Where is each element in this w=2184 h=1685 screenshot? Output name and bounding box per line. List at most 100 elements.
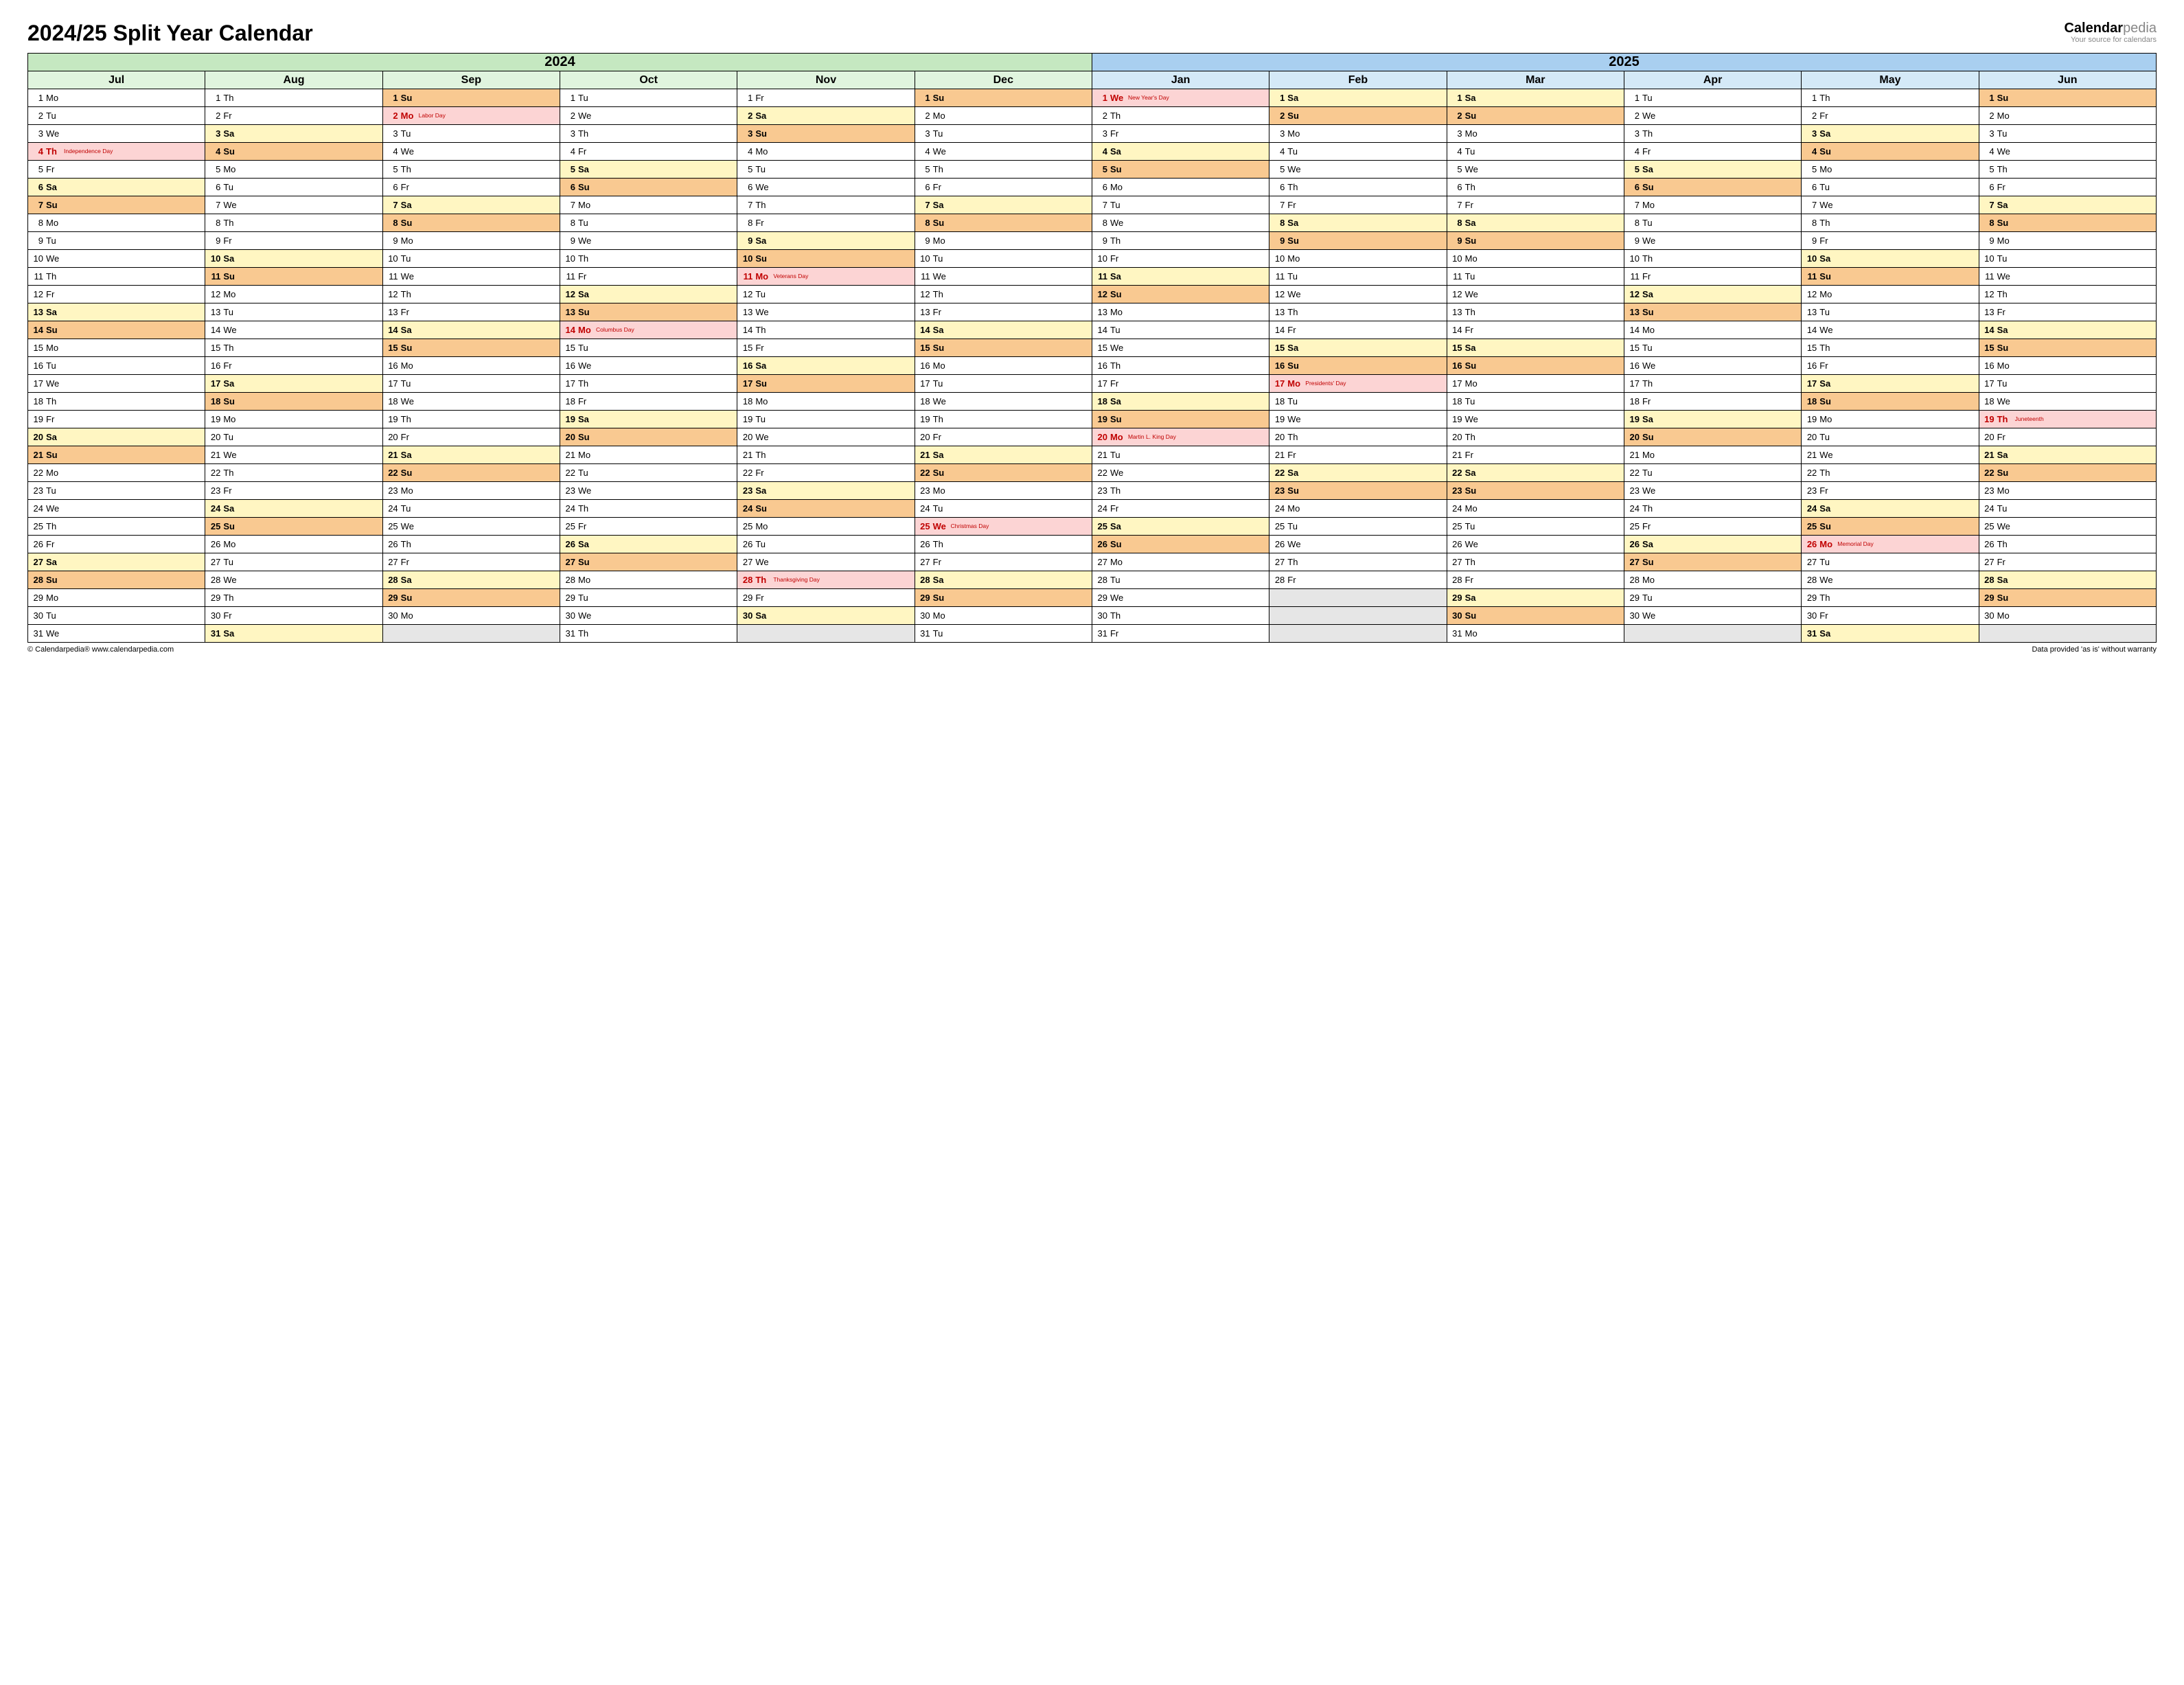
- day-number: 21: [1272, 450, 1287, 460]
- day-number: 7: [1095, 200, 1110, 210]
- day-of-week: We: [401, 396, 417, 406]
- day-number: 17: [1450, 378, 1465, 389]
- day-number: 9: [386, 236, 401, 246]
- day-number: 14: [1982, 325, 1997, 335]
- day-of-week: Tu: [401, 378, 417, 389]
- day-of-week: Mo: [933, 236, 950, 246]
- day-cell: 20Tu: [1802, 428, 1979, 446]
- day-cell: 19We: [1447, 411, 1624, 428]
- day-cell: 24Mo: [1269, 500, 1447, 518]
- day-number: 24: [386, 503, 401, 514]
- day-number: 8: [563, 218, 578, 228]
- day-cell: 22Su: [1979, 464, 2156, 482]
- day-cell: 10Mo: [1447, 250, 1624, 268]
- day-number: 21: [1450, 450, 1465, 460]
- day-number: 7: [1272, 200, 1287, 210]
- day-cell: 24Tu: [915, 500, 1092, 518]
- day-of-week: We: [1819, 325, 1836, 335]
- day-number: 15: [1450, 343, 1465, 353]
- day-number: 12: [208, 289, 223, 299]
- day-of-week: Th: [1819, 218, 1836, 228]
- day-of-week: Fr: [755, 593, 772, 603]
- day-of-week: Tu: [1110, 450, 1127, 460]
- day-number: 22: [1450, 468, 1465, 478]
- day-cell: 4Tu: [1447, 143, 1624, 161]
- day-of-week: We: [1110, 343, 1127, 353]
- day-number: 26: [1272, 539, 1287, 549]
- day-number: 5: [1982, 164, 1997, 174]
- day-of-week: Mo: [401, 485, 417, 496]
- day-cell: 24Th: [1624, 500, 1801, 518]
- day-of-week: Sa: [401, 575, 417, 585]
- day-number: 8: [1627, 218, 1642, 228]
- empty-cell: [1269, 625, 1447, 643]
- day-number: 10: [208, 253, 223, 264]
- day-cell: 18Tu: [1269, 393, 1447, 411]
- day-number: 1: [1095, 93, 1110, 103]
- day-of-week: Su: [755, 128, 772, 139]
- day-cell: 11Th: [28, 268, 205, 286]
- day-of-week: We: [1465, 539, 1482, 549]
- calendar-row: 14Su14We14Sa14MoColumbus Day14Th14Sa14Tu…: [28, 321, 2157, 339]
- day-of-week: Th: [46, 271, 62, 282]
- day-of-week: Su: [46, 200, 62, 210]
- day-of-week: Th: [1110, 236, 1127, 246]
- day-of-week: We: [1110, 218, 1127, 228]
- day-cell: 5Th: [382, 161, 560, 179]
- day-cell: 19Su: [1092, 411, 1269, 428]
- day-number: 16: [208, 360, 223, 371]
- day-number: 8: [918, 218, 933, 228]
- day-cell: 1Tu: [560, 89, 737, 107]
- day-number: 18: [31, 396, 46, 406]
- day-cell: 20Tu: [205, 428, 382, 446]
- day-cell: 12We: [1447, 286, 1624, 303]
- day-of-week: We: [755, 307, 772, 317]
- day-of-week: Th: [1287, 307, 1304, 317]
- day-of-week: Fr: [401, 557, 417, 567]
- day-cell: 13Th: [1269, 303, 1447, 321]
- day-number: 4: [1627, 146, 1642, 157]
- day-of-week: Su: [1819, 271, 1836, 282]
- day-cell: 22We: [1092, 464, 1269, 482]
- day-of-week: Fr: [578, 271, 595, 282]
- day-number: 23: [740, 485, 755, 496]
- day-number: 28: [208, 575, 223, 585]
- day-number: 3: [1804, 128, 1819, 139]
- day-cell: 3Sa: [205, 125, 382, 143]
- calendar-row: 24We24Sa24Tu24Th24Su24Tu24Fr24Mo24Mo24Th…: [28, 500, 2157, 518]
- day-number: 31: [1804, 628, 1819, 639]
- day-number: 28: [563, 575, 578, 585]
- day-cell: 8Mo: [28, 214, 205, 232]
- day-number: 15: [1627, 343, 1642, 353]
- day-of-week: Fr: [1465, 575, 1482, 585]
- day-of-week: Tu: [1465, 396, 1482, 406]
- day-cell: 5We: [1269, 161, 1447, 179]
- day-cell: 7Sa: [382, 196, 560, 214]
- day-number: 15: [1272, 343, 1287, 353]
- empty-cell: [1269, 589, 1447, 607]
- day-cell: 4Mo: [737, 143, 915, 161]
- day-cell: 1Mo: [28, 89, 205, 107]
- day-of-week: Th: [1819, 468, 1836, 478]
- day-cell: 7Su: [28, 196, 205, 214]
- day-of-week: Sa: [755, 360, 772, 371]
- day-cell: 3Su: [737, 125, 915, 143]
- day-of-week: Su: [933, 93, 950, 103]
- day-of-week: Fr: [223, 610, 240, 621]
- day-of-week: Th: [1110, 485, 1127, 496]
- day-cell: 21Tu: [1092, 446, 1269, 464]
- day-cell: 21We: [1802, 446, 1979, 464]
- day-of-week: Th: [1465, 557, 1482, 567]
- day-number: 20: [1095, 432, 1110, 442]
- day-cell: 7Tu: [1092, 196, 1269, 214]
- day-cell: 10Th: [560, 250, 737, 268]
- day-cell: 28Tu: [1092, 571, 1269, 589]
- day-cell: 21Fr: [1269, 446, 1447, 464]
- day-cell: 10We: [28, 250, 205, 268]
- holiday-label: Martin L. King Day: [1127, 434, 1266, 440]
- day-of-week: Tu: [1110, 200, 1127, 210]
- day-number: 19: [208, 414, 223, 424]
- calendar-row: 13Sa13Tu13Fr13Su13We13Fr13Mo13Th13Th13Su…: [28, 303, 2157, 321]
- day-of-week: We: [578, 485, 595, 496]
- day-number: 27: [1095, 557, 1110, 567]
